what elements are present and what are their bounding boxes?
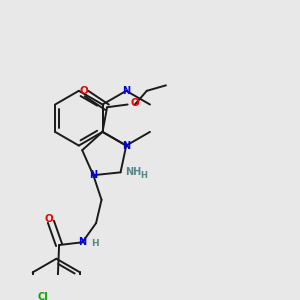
- Text: O: O: [130, 98, 139, 108]
- Text: O: O: [45, 214, 53, 224]
- Text: NH: NH: [125, 167, 141, 177]
- Text: N: N: [122, 141, 130, 151]
- Text: Cl: Cl: [37, 292, 48, 300]
- Text: N: N: [78, 237, 86, 247]
- Text: O: O: [80, 86, 88, 96]
- Text: H: H: [141, 172, 148, 181]
- Text: H: H: [92, 239, 99, 248]
- Text: N: N: [122, 86, 130, 96]
- Text: N: N: [89, 170, 98, 180]
